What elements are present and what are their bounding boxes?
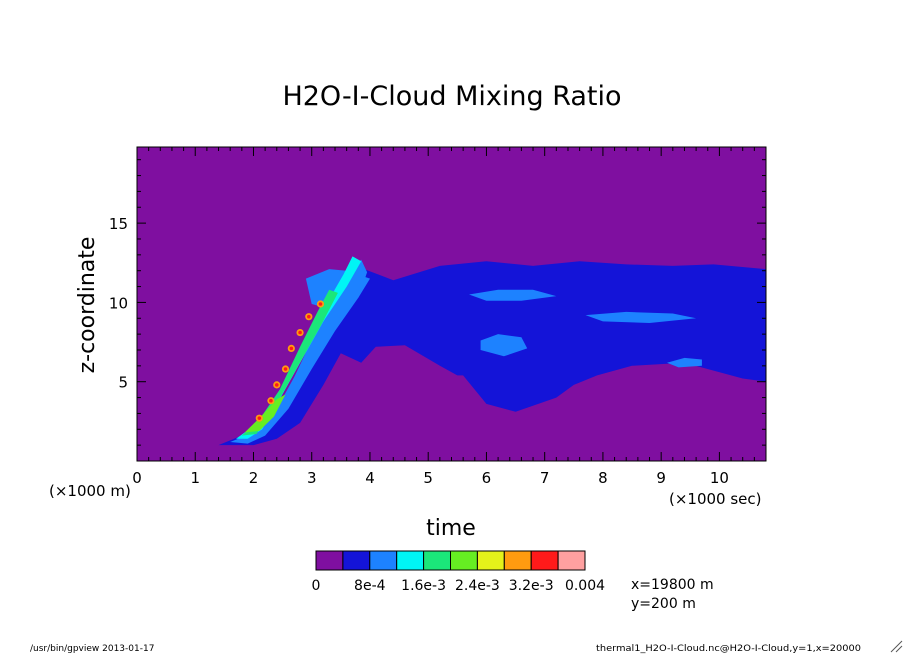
colorbar-swatch-4 bbox=[423, 550, 452, 571]
x-tick-label: 6 bbox=[482, 469, 492, 487]
hotspot-core-7 bbox=[318, 302, 323, 306]
contour-region-9 bbox=[244, 394, 286, 433]
hotspot-core-5 bbox=[298, 330, 302, 335]
y-tick-label: 10 bbox=[109, 294, 128, 312]
x-unit-label: (×1000 sec) bbox=[669, 490, 762, 508]
contour-region-4 bbox=[667, 357, 702, 368]
colorbar-label: 2.4e-3 bbox=[455, 578, 500, 594]
footer-right: thermal1_H2O-I-Cloud.nc@H2O-I-Cloud,y=1,… bbox=[596, 644, 861, 654]
hotspot-core-3 bbox=[283, 367, 288, 371]
y-axis-label: z-coordinate bbox=[75, 237, 100, 374]
info-line-y: y=200 m bbox=[631, 596, 696, 612]
x-tick-label: 7 bbox=[540, 469, 550, 487]
contour-region-5 bbox=[585, 311, 697, 323]
plot-area: 0 1 2 3 4 5 6 7 8 9 10 5 10 15 bbox=[109, 146, 767, 487]
y-tick-label: 5 bbox=[118, 374, 128, 392]
hotspot-core-1 bbox=[269, 398, 273, 403]
x-axis-label: time bbox=[426, 516, 476, 541]
colorbar-label: 8e-4 bbox=[354, 578, 386, 594]
colorbar-label: 1.6e-3 bbox=[401, 578, 446, 594]
hotspot-core-4 bbox=[289, 346, 294, 351]
contour-region-3 bbox=[480, 334, 528, 357]
colorbar-swatch-6 bbox=[476, 550, 505, 571]
contour-region-8 bbox=[241, 289, 338, 436]
colorbar-swatch-0 bbox=[315, 550, 344, 571]
x-tick-label: 4 bbox=[365, 469, 375, 487]
x-tick-label: 3 bbox=[307, 469, 317, 487]
chart-title: H2O-I-Cloud Mixing Ratio bbox=[282, 81, 621, 112]
colorbar: 0 8e-4 1.6e-3 2.4e-3 3.2e-3 0.004 bbox=[312, 550, 605, 594]
hotspot-core-0 bbox=[257, 416, 262, 420]
contour-region-0 bbox=[218, 261, 766, 446]
axis-ticks: 0 1 2 3 4 5 6 7 8 9 10 5 10 15 bbox=[109, 147, 767, 487]
colorbar-swatch-9 bbox=[557, 550, 586, 571]
hotspot-core-6 bbox=[307, 314, 311, 319]
colorbar-swatch-2 bbox=[369, 550, 398, 571]
y-unit-label: (×1000 m) bbox=[49, 482, 131, 500]
footer-left: /usr/bin/gpview 2013-01-17 bbox=[30, 644, 154, 654]
x-tick-label: 5 bbox=[423, 469, 433, 487]
x-tick-label: 8 bbox=[598, 469, 608, 487]
x-tick-label: 0 bbox=[132, 469, 142, 487]
colorbar-swatch-1 bbox=[342, 550, 371, 571]
contour-hotspots bbox=[255, 300, 325, 422]
x-tick-label: 1 bbox=[190, 469, 200, 487]
contour-region-2 bbox=[469, 289, 557, 301]
colorbar-label: 0 bbox=[312, 578, 321, 594]
info-line-x: x=19800 m bbox=[631, 577, 714, 593]
y-tick-label: 15 bbox=[109, 215, 128, 233]
colorbar-label: 3.2e-3 bbox=[509, 578, 554, 594]
x-tick-label: 2 bbox=[249, 469, 259, 487]
x-tick-label: 9 bbox=[656, 469, 666, 487]
resize-grip-icon bbox=[890, 640, 903, 653]
colorbar-swatch-3 bbox=[396, 550, 425, 571]
colorbar-swatch-5 bbox=[450, 550, 478, 571]
colorbar-swatch-7 bbox=[503, 550, 532, 571]
x-tick-label: 10 bbox=[710, 469, 729, 487]
hotspot-core-2 bbox=[274, 383, 279, 387]
colorbar-swatch-8 bbox=[530, 550, 559, 571]
contour-regions bbox=[218, 256, 766, 446]
colorbar-label: 0.004 bbox=[565, 578, 605, 594]
